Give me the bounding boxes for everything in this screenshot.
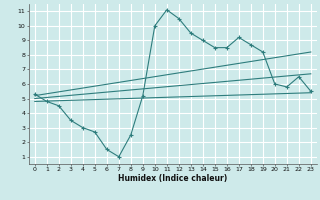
X-axis label: Humidex (Indice chaleur): Humidex (Indice chaleur) (118, 174, 228, 183)
